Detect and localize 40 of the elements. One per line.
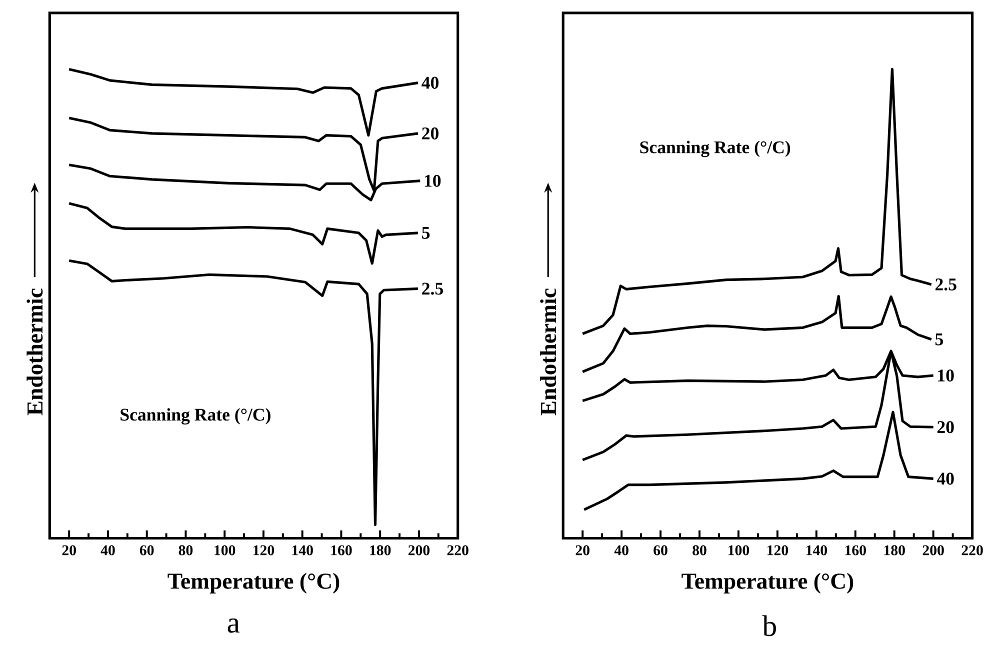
x-tick-label: 160 bbox=[845, 545, 866, 556]
text: b bbox=[762, 615, 776, 636]
x-axis-title: Temperature (°C) bbox=[168, 572, 340, 594]
x-tick-label: 100 bbox=[214, 545, 236, 556]
x-tick-label: 140 bbox=[806, 545, 827, 556]
y-axis-title: Endothermic bbox=[26, 288, 43, 416]
series-label: 40 bbox=[936, 472, 954, 485]
x-tick-label: 80 bbox=[178, 545, 193, 556]
series-label: 40 bbox=[422, 76, 439, 89]
x-tick-label: 40 bbox=[614, 545, 628, 556]
text: a bbox=[228, 618, 240, 633]
series-label: 5 bbox=[422, 226, 430, 239]
series-label: 2.5 bbox=[422, 282, 443, 295]
x-tick-label: 60 bbox=[140, 545, 154, 556]
x-tick-label: 20 bbox=[576, 545, 590, 556]
x-tick-label: 200 bbox=[408, 545, 430, 556]
x-tick-label: 180 bbox=[370, 545, 391, 556]
annotation: Scanning Rate (°/C) bbox=[120, 408, 270, 424]
x-tick-label: 180 bbox=[884, 545, 905, 556]
x-tick-label: 80 bbox=[692, 545, 706, 556]
series-label: 5 bbox=[935, 333, 943, 346]
series-label: 20 bbox=[937, 420, 954, 433]
series-label: 10 bbox=[938, 369, 954, 382]
x-tick-label: 160 bbox=[331, 545, 352, 556]
series-label: 2.5 bbox=[935, 278, 956, 290]
x-tick-label: 120 bbox=[767, 545, 788, 556]
x-tick-label: 200 bbox=[922, 545, 944, 556]
x-tick-label: 40 bbox=[100, 545, 115, 556]
series-label: 20 bbox=[422, 127, 439, 140]
y-axis-title: Endothermic bbox=[540, 288, 556, 416]
x-tick-label: 120 bbox=[254, 545, 274, 556]
series-label: 10 bbox=[424, 174, 441, 187]
x-tick-label: 140 bbox=[292, 545, 313, 556]
x-tick-label: 220 bbox=[962, 545, 983, 556]
x-axis-title: Temperature (°C) bbox=[682, 572, 854, 594]
x-tick-label: 60 bbox=[654, 545, 668, 556]
x-tick-label: 20 bbox=[62, 545, 76, 556]
x-tick-label: 100 bbox=[728, 545, 750, 556]
x-tick-label: 220 bbox=[447, 545, 468, 556]
annotation: Scanning Rate (°/C) bbox=[640, 140, 790, 157]
